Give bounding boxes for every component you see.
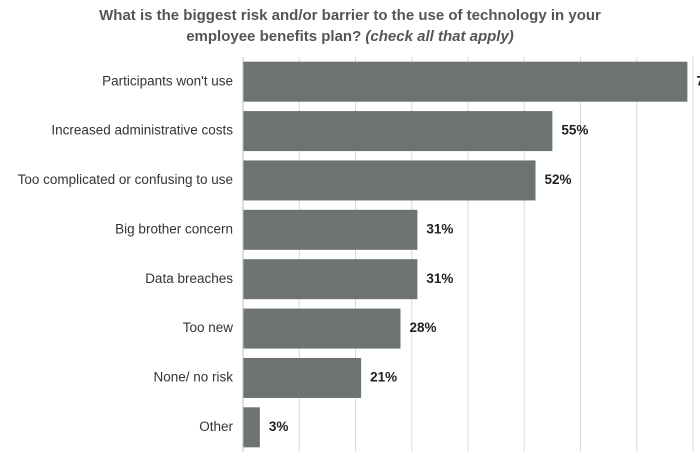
category-label: Increased administrative costs (51, 123, 233, 138)
category-label: Too new (183, 320, 234, 335)
chart-title-question-end: employee benefits plan? (186, 28, 362, 45)
data-label: 31% (426, 221, 453, 236)
category-label: None/ no risk (153, 370, 233, 385)
bar (243, 160, 536, 201)
chart-title-note: (check all that apply) (365, 28, 514, 45)
chart-title-line1: What is the biggest risk and/or barrier … (99, 7, 601, 24)
data-label: 3% (269, 419, 289, 434)
category-label: Data breaches (145, 271, 233, 286)
chart-title: What is the biggest risk and/or barrier … (0, 5, 700, 47)
bar (243, 407, 260, 448)
bar (243, 209, 418, 250)
data-label: 55% (561, 123, 588, 138)
data-label: 28% (410, 320, 437, 335)
data-label: 21% (370, 370, 397, 385)
data-label: 52% (545, 172, 572, 187)
bar (243, 111, 553, 152)
bar (243, 357, 362, 398)
data-label: 79% (696, 73, 700, 88)
bar (243, 61, 688, 102)
category-label: Big brother concern (115, 221, 233, 236)
bar (243, 308, 401, 349)
category-label: Other (199, 419, 233, 434)
bar (243, 259, 418, 300)
chart-title-line2: employee benefits plan? (check all that … (0, 26, 700, 47)
data-label: 31% (426, 271, 453, 286)
category-label: Too complicated or confusing to use (18, 172, 233, 187)
category-label: Participants won't use (102, 73, 233, 88)
